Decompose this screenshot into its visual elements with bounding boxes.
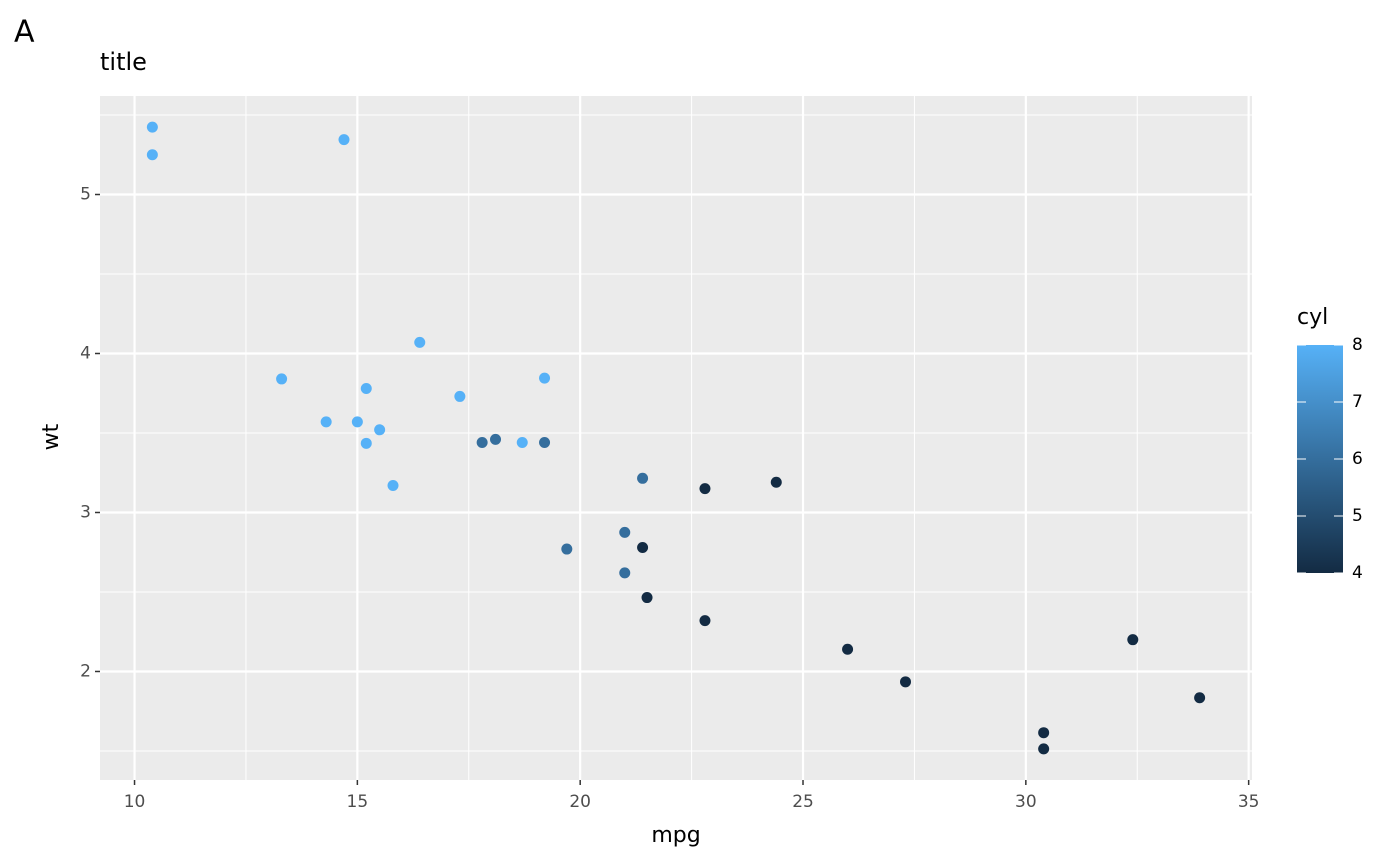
point xyxy=(360,437,372,449)
x-tick-label: 15 xyxy=(347,792,369,812)
colorbar-label: 5 xyxy=(1352,506,1363,526)
x-tick-label: 25 xyxy=(792,792,814,812)
point xyxy=(770,476,782,488)
point xyxy=(539,437,551,449)
point xyxy=(476,437,488,449)
point xyxy=(619,567,631,579)
point xyxy=(516,437,528,449)
colorbar-label: 4 xyxy=(1352,563,1363,583)
point xyxy=(619,526,631,538)
panel-background xyxy=(100,96,1252,780)
x-tick-label: 35 xyxy=(1238,792,1260,812)
point xyxy=(842,643,854,655)
point xyxy=(360,382,372,394)
y-tick-label: 5 xyxy=(80,185,91,205)
point xyxy=(146,149,158,161)
point xyxy=(1038,743,1050,755)
y-tick-label: 4 xyxy=(80,343,91,363)
point xyxy=(1194,692,1206,704)
chart-title: title xyxy=(100,48,147,76)
point xyxy=(1127,634,1139,646)
colorbar-label: 6 xyxy=(1352,449,1363,469)
plot-tag: A xyxy=(14,15,35,50)
point xyxy=(699,483,711,495)
y-axis-label: wt xyxy=(39,423,64,450)
colorbar-label: 8 xyxy=(1352,335,1363,355)
point xyxy=(490,433,502,445)
point xyxy=(641,592,653,604)
point xyxy=(561,543,573,555)
point xyxy=(146,121,158,133)
point xyxy=(351,416,363,428)
point xyxy=(454,390,466,402)
point xyxy=(539,372,551,384)
point xyxy=(338,134,350,146)
x-tick-label: 30 xyxy=(1015,792,1037,812)
point xyxy=(900,676,912,688)
point xyxy=(637,541,649,553)
y-tick-label: 3 xyxy=(80,502,91,522)
point xyxy=(320,416,332,428)
point xyxy=(1038,727,1050,739)
x-axis-label: mpg xyxy=(651,823,700,848)
point xyxy=(414,336,426,348)
legend-title: cyl xyxy=(1297,305,1328,330)
y-tick-label: 2 xyxy=(80,661,91,681)
x-tick-label: 10 xyxy=(124,792,146,812)
point xyxy=(276,373,288,385)
x-tick-label: 20 xyxy=(569,792,591,812)
point xyxy=(699,615,711,627)
colorbar-label: 7 xyxy=(1352,392,1363,412)
point xyxy=(637,472,649,484)
point xyxy=(374,424,386,436)
point xyxy=(387,479,399,491)
